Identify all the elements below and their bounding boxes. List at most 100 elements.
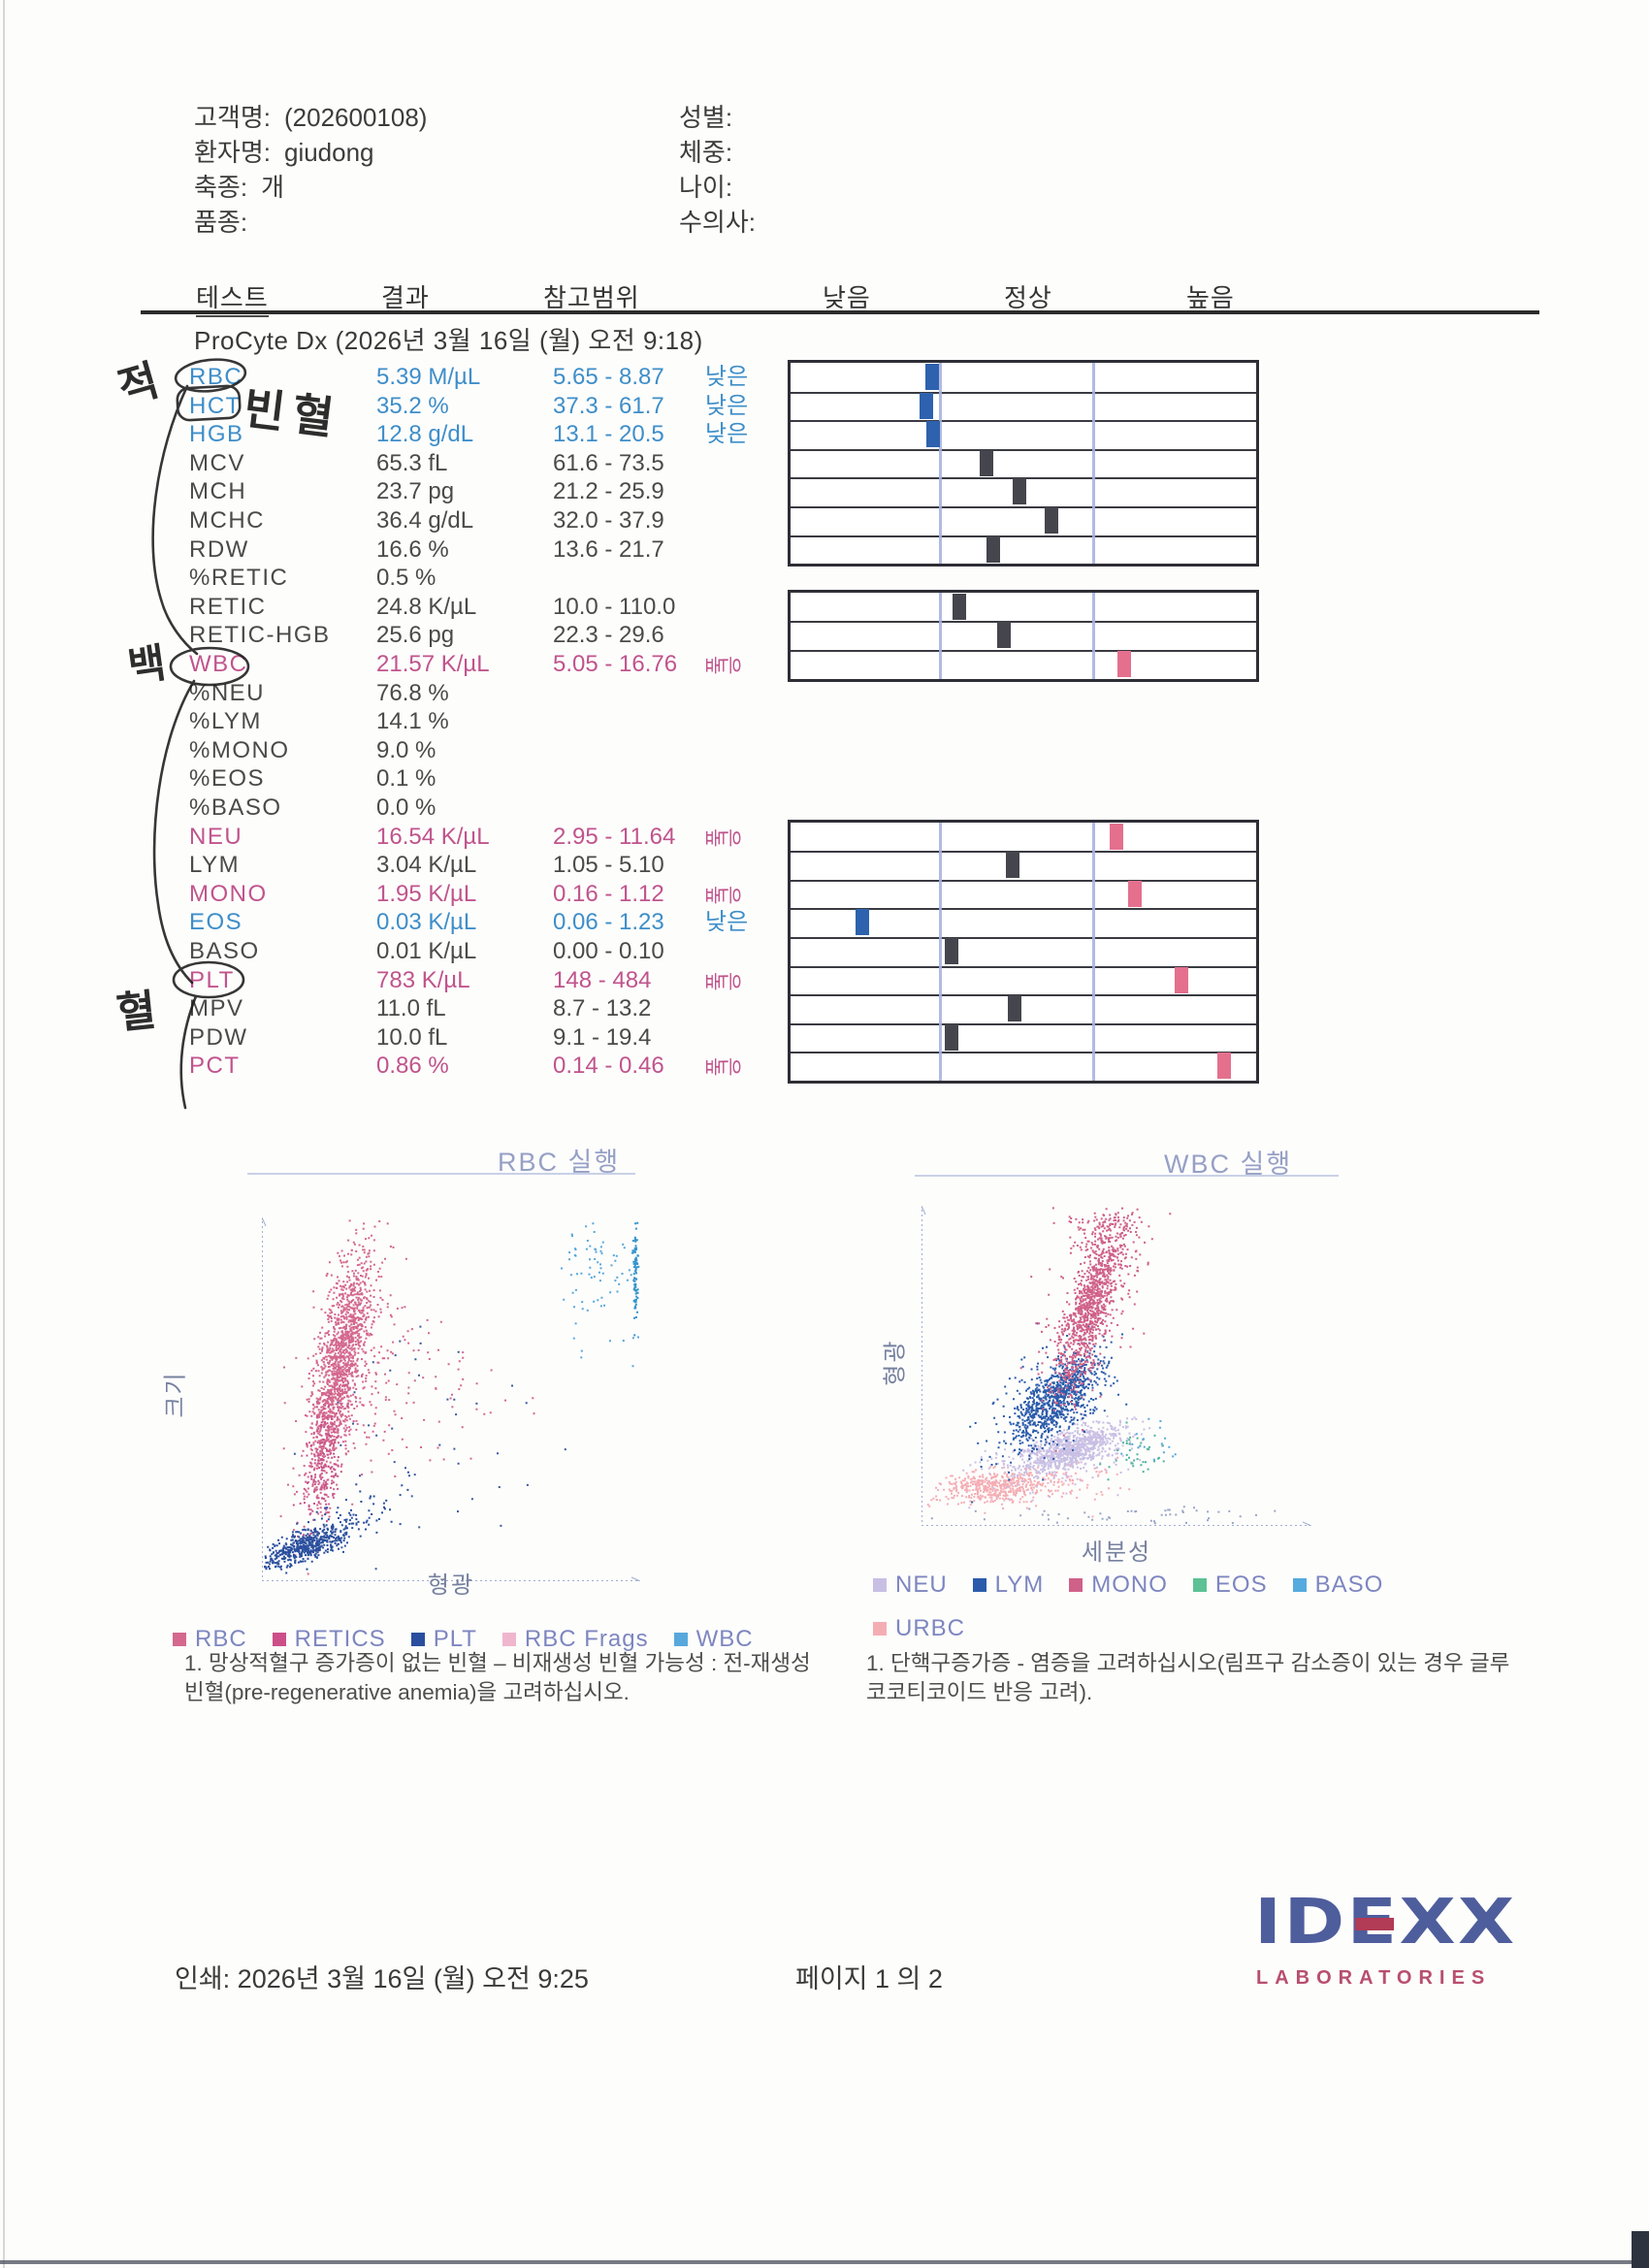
range-zone-line bbox=[1091, 592, 1095, 679]
reference-range: 21.2 - 25.9 bbox=[553, 478, 664, 505]
result-marker-PLT bbox=[1175, 966, 1189, 993]
field-label: 성별: bbox=[679, 103, 733, 132]
legend-swatch bbox=[272, 1633, 286, 1646]
result-value: 0.5 % bbox=[376, 565, 436, 592]
legend-label: RETICS bbox=[294, 1626, 386, 1652]
legend-label: LYM bbox=[994, 1571, 1045, 1598]
table-row: RBC 5.39 M/µL 5.65 - 8.87 낮은 bbox=[189, 363, 829, 392]
table-row: %BASO 0.0 % bbox=[189, 794, 829, 823]
result-value: 12.8 g/dL bbox=[376, 421, 474, 448]
flag-label: 높은 bbox=[702, 827, 742, 848]
table-row: WBC 21.57 K/µL 5.05 - 16.76 높은 bbox=[189, 650, 829, 679]
legend-swatch bbox=[673, 1633, 688, 1646]
result-value: 65.3 fL bbox=[376, 449, 448, 476]
result-marker-PDW bbox=[945, 1023, 959, 1051]
rbc-x-axis-label: 형광 bbox=[427, 1572, 475, 1599]
graph-row bbox=[791, 1052, 1256, 1081]
table-row: %MONO 9.0 % bbox=[189, 736, 829, 765]
rbc-legend: RBC RETICS PLT RBC Frags WBC bbox=[173, 1626, 754, 1653]
table-row: %EOS 0.1 % bbox=[189, 764, 829, 794]
test-name: LYM bbox=[189, 852, 241, 879]
graph-row bbox=[791, 363, 1256, 394]
rbc-scatter-plot bbox=[262, 1217, 640, 1581]
result-value: 10.0 fL bbox=[376, 1023, 448, 1051]
page-number: 페이지 1 의 2 bbox=[795, 1964, 943, 1993]
patient-field: 체중: bbox=[679, 135, 769, 170]
result-value: 9.0 % bbox=[376, 736, 436, 763]
graph-row bbox=[791, 908, 1256, 939]
test-name: PLT bbox=[189, 966, 235, 993]
reference-range: 13.1 - 20.5 bbox=[553, 421, 664, 448]
table-row: BASO 0.01 K/µL 0.00 - 0.10 bbox=[189, 937, 829, 966]
scatter-cluster bbox=[969, 1322, 1128, 1504]
table-row: NEU 16.54 K/µL 2.95 - 11.64 높은 bbox=[189, 823, 829, 852]
patient-info-left: 고객명: (202600108) 환자명: giudong 축종: 개 품종: bbox=[194, 100, 427, 240]
test-name: %RETIC bbox=[189, 565, 289, 592]
legend-swatch bbox=[1192, 1578, 1207, 1592]
legend-swatch bbox=[501, 1633, 516, 1646]
note-rbc: 1. 망상적혈구 증가증이 없는 빈혈 – 비재생성 빈혈 가능성 : 전-재생… bbox=[184, 1651, 811, 1704]
table-row: RETIC 24.8 K/µL 10.0 - 110.0 bbox=[189, 593, 829, 622]
legend-item-eos: EOS bbox=[1192, 1571, 1268, 1599]
rbc-title-rule bbox=[247, 1173, 635, 1175]
result-value: 0.1 % bbox=[376, 765, 436, 793]
print-timestamp: 인쇄: 2026년 3월 16일 (월) 오전 9:25 bbox=[175, 1964, 589, 1993]
field-label: 나이: bbox=[679, 173, 733, 202]
result-value: 0.03 K/µL bbox=[376, 909, 477, 936]
graph-row bbox=[791, 994, 1256, 1025]
plot-axes bbox=[262, 1221, 637, 1581]
legend-label: URBC bbox=[895, 1615, 966, 1641]
legend-item-plt: PLT bbox=[410, 1626, 477, 1653]
plot-axes bbox=[922, 1210, 1309, 1526]
legend-label: PLT bbox=[433, 1626, 477, 1652]
field-value: 개 bbox=[261, 173, 284, 202]
table-row: %LYM 14.1 % bbox=[189, 707, 829, 736]
reference-range: 13.6 - 21.7 bbox=[553, 535, 664, 563]
range-zone-line bbox=[1091, 363, 1095, 565]
test-name: PCT bbox=[189, 1053, 241, 1080]
result-value: 35.2 % bbox=[376, 392, 449, 419]
idexx-logo-red-bar bbox=[1355, 1918, 1394, 1930]
result-marker-PCT bbox=[1217, 1053, 1232, 1080]
result-value: 1.95 K/µL bbox=[376, 880, 477, 907]
legend-label: MONO bbox=[1091, 1571, 1168, 1598]
rbc-y-axis-label: 크기 bbox=[162, 1371, 189, 1418]
result-marker-BASO bbox=[945, 937, 959, 964]
reference-range: 2.95 - 11.64 bbox=[553, 823, 676, 850]
test-name: RETIC-HGB bbox=[189, 622, 331, 649]
reference-range: 32.0 - 37.9 bbox=[553, 507, 664, 534]
handwriting-jeok: 적 bbox=[113, 357, 164, 413]
flag-label: 높은 bbox=[702, 885, 742, 905]
reference-range: 37.3 - 61.7 bbox=[553, 392, 664, 419]
table-row: HCT 35.2 % 37.3 - 61.7 낮은 bbox=[189, 392, 829, 421]
field-label: 체중: bbox=[679, 138, 733, 167]
scatter-cluster bbox=[631, 1221, 640, 1337]
wbc-legend-row1: NEU LYM MONO EOS BASO bbox=[873, 1571, 1383, 1599]
legend-swatch bbox=[1069, 1578, 1083, 1592]
legend-item-wbc: WBC bbox=[673, 1626, 754, 1653]
scatter-cluster bbox=[930, 1506, 1277, 1525]
field-label: 고객명: bbox=[194, 103, 271, 132]
legend-item-rbc: RBC bbox=[173, 1626, 247, 1653]
test-name: %BASO bbox=[189, 794, 282, 821]
result-marker-MCHC bbox=[1044, 507, 1058, 534]
result-marker-MONO bbox=[1128, 880, 1143, 907]
scatter-cluster bbox=[1052, 1212, 1150, 1235]
range-zone-line bbox=[1091, 822, 1095, 1081]
legend-swatch bbox=[410, 1633, 425, 1646]
range-zone-line bbox=[939, 363, 943, 565]
test-name: MCV bbox=[189, 449, 245, 476]
legend-item-retics: RETICS bbox=[272, 1626, 386, 1653]
test-name: %MONO bbox=[189, 736, 290, 763]
table-row: PLT 783 K/µL 148 - 484 높은 bbox=[189, 966, 829, 995]
patient-field: 성별: bbox=[679, 100, 769, 135]
test-name: MCHC bbox=[189, 507, 265, 534]
graph-row bbox=[791, 823, 1256, 854]
result-marker-RETIC bbox=[953, 593, 967, 620]
graph-row bbox=[791, 621, 1256, 652]
legend-label: EOS bbox=[1214, 1571, 1268, 1598]
legend-item-baso: BASO bbox=[1292, 1571, 1384, 1599]
graph-row bbox=[791, 420, 1256, 451]
result-marker-RETIC-HGB bbox=[997, 622, 1012, 649]
scan-bottom-edge bbox=[0, 2260, 1649, 2264]
